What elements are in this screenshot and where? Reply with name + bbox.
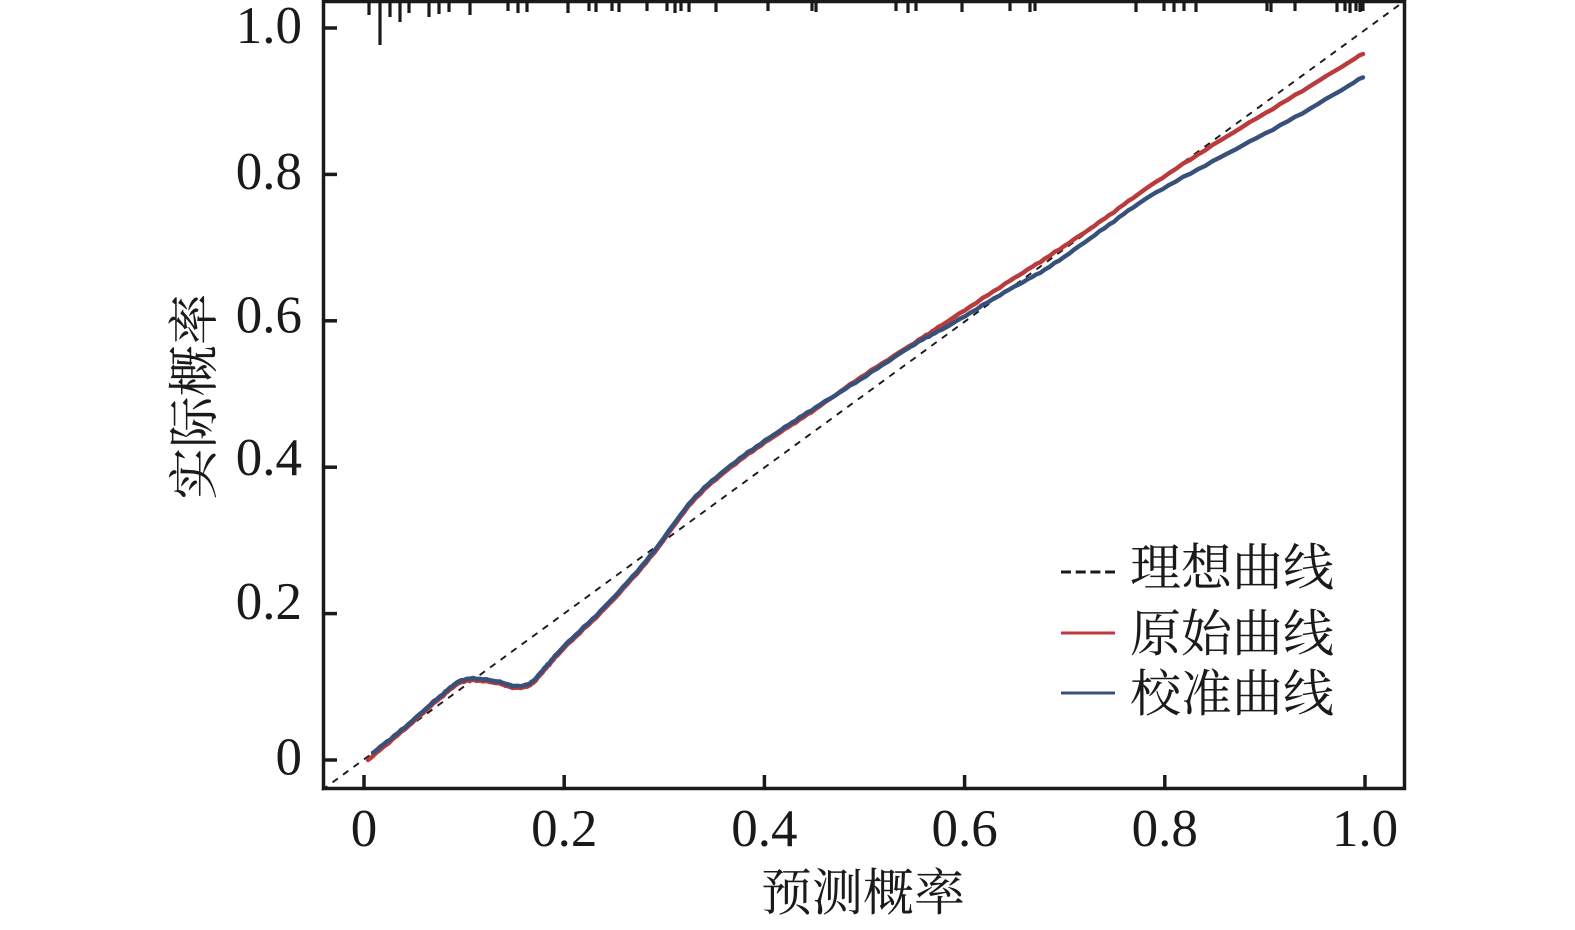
svg-text:0: 0	[276, 728, 303, 786]
svg-text:0.4: 0.4	[236, 429, 302, 487]
svg-text:1.0: 1.0	[1332, 800, 1398, 858]
svg-text:0.6: 0.6	[931, 800, 997, 858]
svg-text:0: 0	[351, 800, 378, 858]
svg-text:0.8: 0.8	[1132, 800, 1198, 858]
svg-text:0.2: 0.2	[531, 800, 597, 858]
svg-text:1.0: 1.0	[236, 0, 302, 55]
svg-text:0.6: 0.6	[236, 287, 302, 345]
svg-text:0.8: 0.8	[236, 143, 302, 201]
svg-text:0.4: 0.4	[731, 800, 797, 858]
svg-text:0.2: 0.2	[236, 573, 302, 631]
